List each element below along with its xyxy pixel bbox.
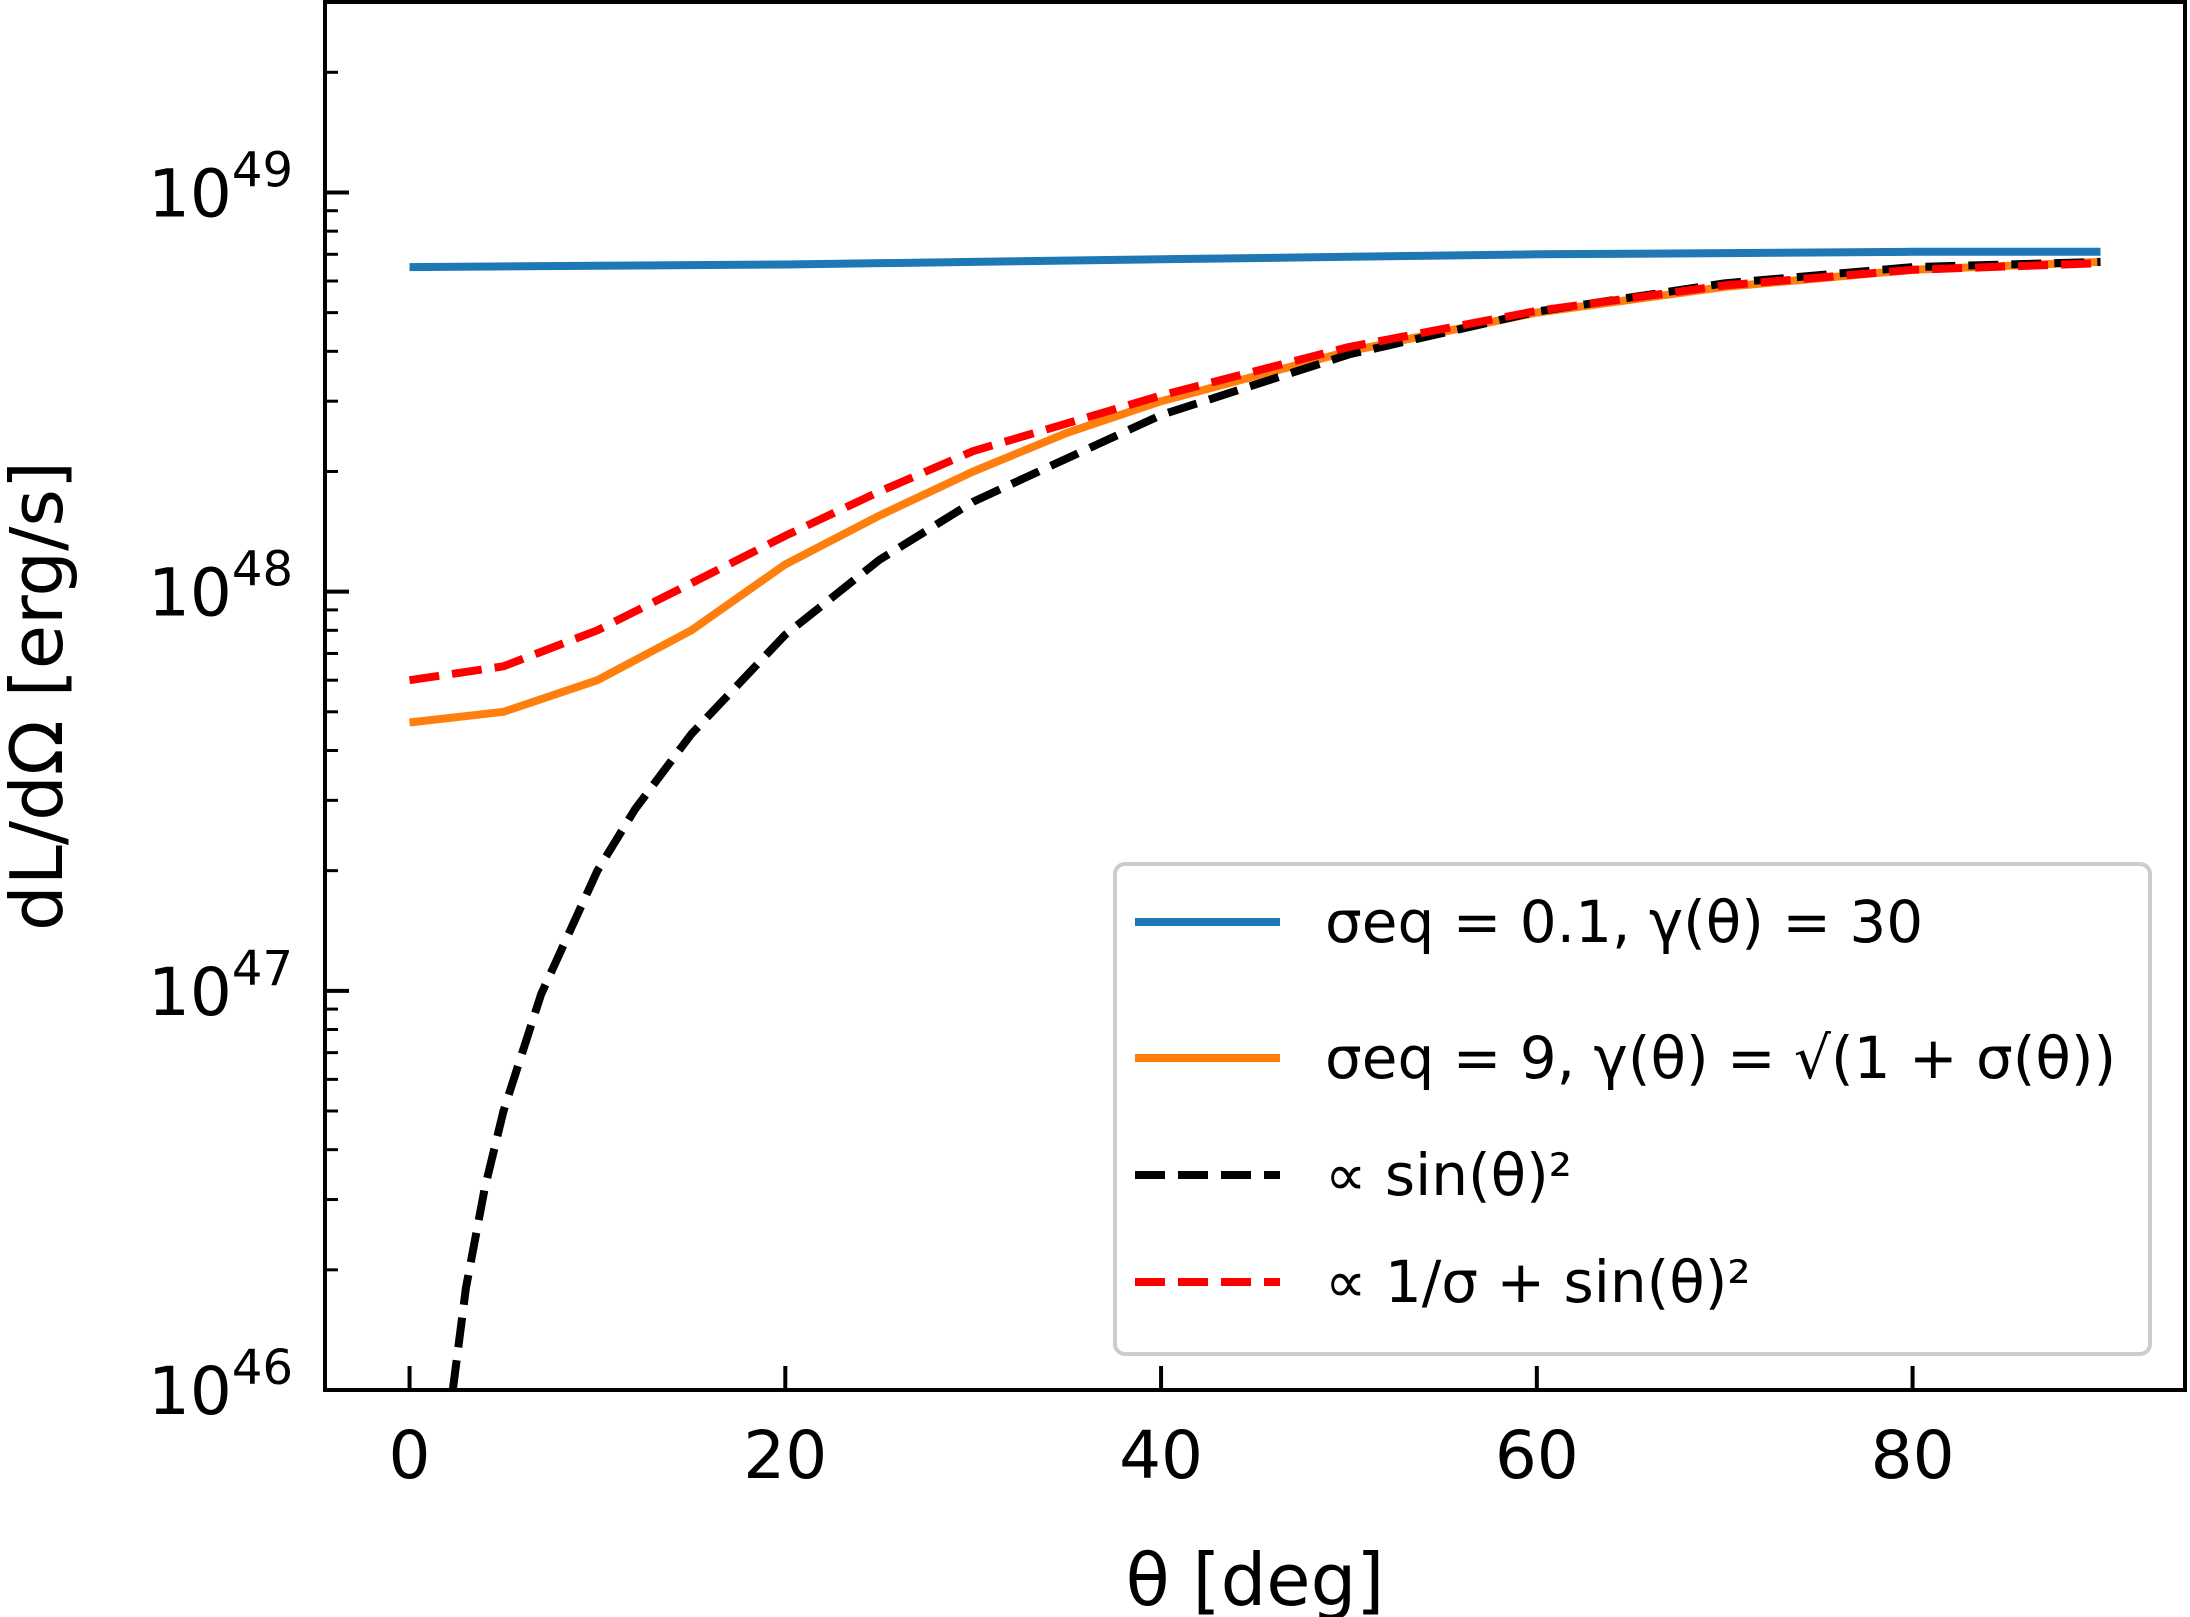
legend-box [1113,862,2152,1356]
x-tick-label: 60 [1495,1417,1579,1494]
x-tick-label: 80 [1871,1417,1955,1494]
series-line-4 [408,259,2101,685]
y-tick-label: 1046 [148,1340,293,1430]
series-line-1 [409,247,2101,272]
legend-label-2: σeq = 9, γ(θ) = √(1 + σ(θ)) [1325,1024,2116,1092]
y-axis-label: dL/dΩ [erg/s] [0,461,79,931]
y-tick-label: 1048 [148,542,293,632]
series-line-2 [409,257,2101,727]
x-axis-label: θ [deg] [1126,1538,1385,1617]
x-tick-label: 0 [389,1417,431,1494]
plot-frame [323,0,2187,1392]
x-tick-label: 20 [743,1417,827,1494]
y-tick-label: 1049 [148,142,293,232]
legend-label-1: σeq = 0.1, γ(θ) = 30 [1325,888,1923,956]
legend: σeq = 0.1, γ(θ) = 30 σeq = 9, γ(θ) = √(1 … [1113,862,2152,1356]
legend-entries: σeq = 0.1, γ(θ) = 30 σeq = 9, γ(θ) = √(1 … [1135,888,2116,1316]
y-tick-label: 1047 [148,941,293,1031]
ticks-layer: 0 20 40 60 80 1046 1047 1048 1049 [148,0,1955,1494]
legend-label-4: ∝ 1/σ + sin(θ)² [1325,1248,1751,1316]
legend-label-3: ∝ sin(θ)² [1325,1141,1572,1209]
series-layer [408,247,2101,1390]
x-tick-label: 40 [1119,1417,1203,1494]
